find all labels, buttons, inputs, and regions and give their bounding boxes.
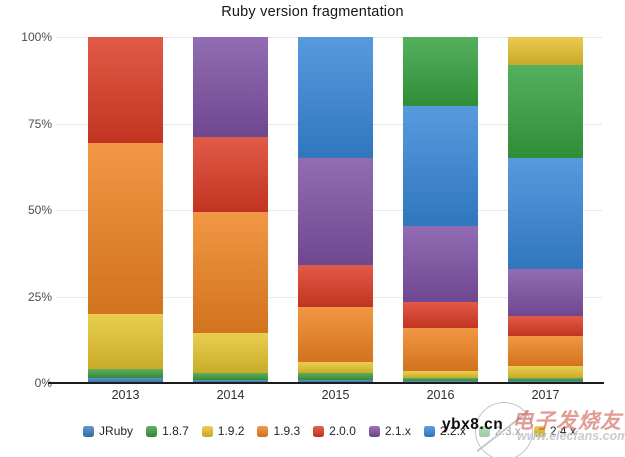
legend-item-1.8.7[interactable]: 1.8.7 <box>146 424 189 438</box>
legend-label-1.9.3: 1.9.3 <box>273 424 301 438</box>
watermark-site-name: 电子发烧友 <box>512 409 622 433</box>
bar-segment-2017-1.8.7[interactable] <box>508 377 583 382</box>
watermark-site-url: www.elecfans.com <box>517 429 625 443</box>
x-tick-label-2017: 2017 <box>531 388 560 402</box>
bar-segment-2015-1.9.3[interactable] <box>298 306 373 363</box>
watermark-stamp-circle <box>475 402 533 457</box>
legend-label-1.9.2: 1.9.2 <box>217 424 245 438</box>
bar-segment-2015-2.2.x[interactable] <box>298 37 373 159</box>
legend-label-2.0.0: 2.0.0 <box>329 424 356 438</box>
legend-swatch-2.0.0 <box>313 425 325 437</box>
y-tick-label-0: 0% <box>34 376 52 390</box>
y-tick-label-25: 25% <box>27 289 52 304</box>
bar-segment-2013-2.0.0[interactable] <box>88 37 163 143</box>
bar-segment-2015-1.8.7[interactable] <box>298 372 373 380</box>
bar-segment-2013-1.9.3[interactable] <box>88 142 163 314</box>
bar-segment-2016-1.9.3[interactable] <box>403 327 478 371</box>
bar-segment-2016-1.8.7[interactable] <box>403 377 478 382</box>
bar-segment-2015-2.0.0[interactable] <box>298 265 373 307</box>
bar-segment-2013-JRuby[interactable] <box>88 377 163 383</box>
bar-segment-2017-2.2.x[interactable] <box>508 158 583 269</box>
bar-segment-2017-2.0.0[interactable] <box>508 315 583 337</box>
bar-segment-2014-1.9.2[interactable] <box>193 332 268 373</box>
bar-segment-2013-1.9.2[interactable] <box>88 313 163 370</box>
bar-segment-2014-JRuby[interactable] <box>193 379 268 383</box>
bar-2013 <box>88 37 163 383</box>
bar-segment-2017-1.9.2[interactable] <box>508 365 583 378</box>
bar-segment-2016-2.0.0[interactable] <box>403 301 478 328</box>
bar-segment-2014-2.0.0[interactable] <box>193 137 268 212</box>
bar-segment-2016-2.2.x[interactable] <box>403 106 478 226</box>
y-tick-label-50: 50% <box>27 203 52 217</box>
legend-item-1.9.3[interactable]: 1.9.3 <box>257 424 300 438</box>
legend-item-2.2.x[interactable]: 2.2.x <box>423 424 466 438</box>
legend-swatch-2.1.x <box>368 425 380 437</box>
legend-label-2.1.x: 2.1.x <box>384 424 411 438</box>
x-tick-label-2015: 2015 <box>321 388 350 402</box>
legend-swatch-JRuby <box>83 425 95 437</box>
bar-segment-2016-2.1.x[interactable] <box>403 225 478 302</box>
bar-segment-2015-2.1.x[interactable] <box>298 158 373 266</box>
legend-item-JRuby[interactable]: JRuby <box>83 424 133 438</box>
bar-2017 <box>508 37 583 383</box>
x-axis-line <box>48 382 604 384</box>
watermark-overlay-text: ybx8.cn <box>442 416 504 433</box>
bar-segment-2015-1.9.2[interactable] <box>298 362 373 373</box>
legend-swatch-2.2.x <box>423 425 435 437</box>
x-tick-label-2016: 2016 <box>426 388 455 402</box>
bar-2016 <box>403 37 478 383</box>
legend-label-2.2.x: 2.2.x <box>439 424 466 438</box>
x-tick-label-2014: 2014 <box>216 388 245 402</box>
bar-2014 <box>193 37 268 383</box>
bar-2015 <box>298 37 373 383</box>
legend-item-1.9.2[interactable]: 1.9.2 <box>201 424 245 438</box>
legend-swatch-1.9.2 <box>201 425 213 437</box>
bar-segment-2013-1.8.7[interactable] <box>88 369 163 378</box>
plot-area <box>56 37 602 383</box>
bar-segment-2015-JRuby[interactable] <box>298 379 373 383</box>
y-tick-label-100: 100% <box>21 30 52 44</box>
legend-label-2.4.x: 2.4.x <box>549 424 576 438</box>
bar-segment-2016-2.3.x[interactable] <box>403 37 478 107</box>
legend-label-1.8.7: 1.8.7 <box>162 424 189 438</box>
bar-segment-2014-2.1.x[interactable] <box>193 37 268 138</box>
legend-label-JRuby: JRuby <box>99 424 134 438</box>
bar-segment-2014-1.9.3[interactable] <box>193 211 268 333</box>
legend-item-2.1.x[interactable]: 2.1.x <box>368 424 411 438</box>
chart-title: Ruby version fragmentation <box>221 4 404 20</box>
bar-segment-2017-1.9.3[interactable] <box>508 336 583 366</box>
bar-segment-2017-2.4.x[interactable] <box>508 37 583 65</box>
bar-segment-2017-2.1.x[interactable] <box>508 268 583 316</box>
legend-swatch-1.9.3 <box>257 425 269 437</box>
bar-segment-2014-1.8.7[interactable] <box>193 372 268 380</box>
legend-item-2.4.x[interactable]: 2.4.x <box>533 424 576 438</box>
bar-segment-2017-2.3.x[interactable] <box>508 64 583 159</box>
y-tick-label-75: 75% <box>27 116 52 131</box>
legend-item-2.0.0[interactable]: 2.0.0 <box>313 424 356 438</box>
bar-segment-2016-1.9.2[interactable] <box>403 370 478 378</box>
x-tick-label-2013: 2013 <box>111 388 140 402</box>
legend-swatch-1.8.7 <box>146 425 158 437</box>
legend-swatch-2.4.x <box>533 425 545 437</box>
